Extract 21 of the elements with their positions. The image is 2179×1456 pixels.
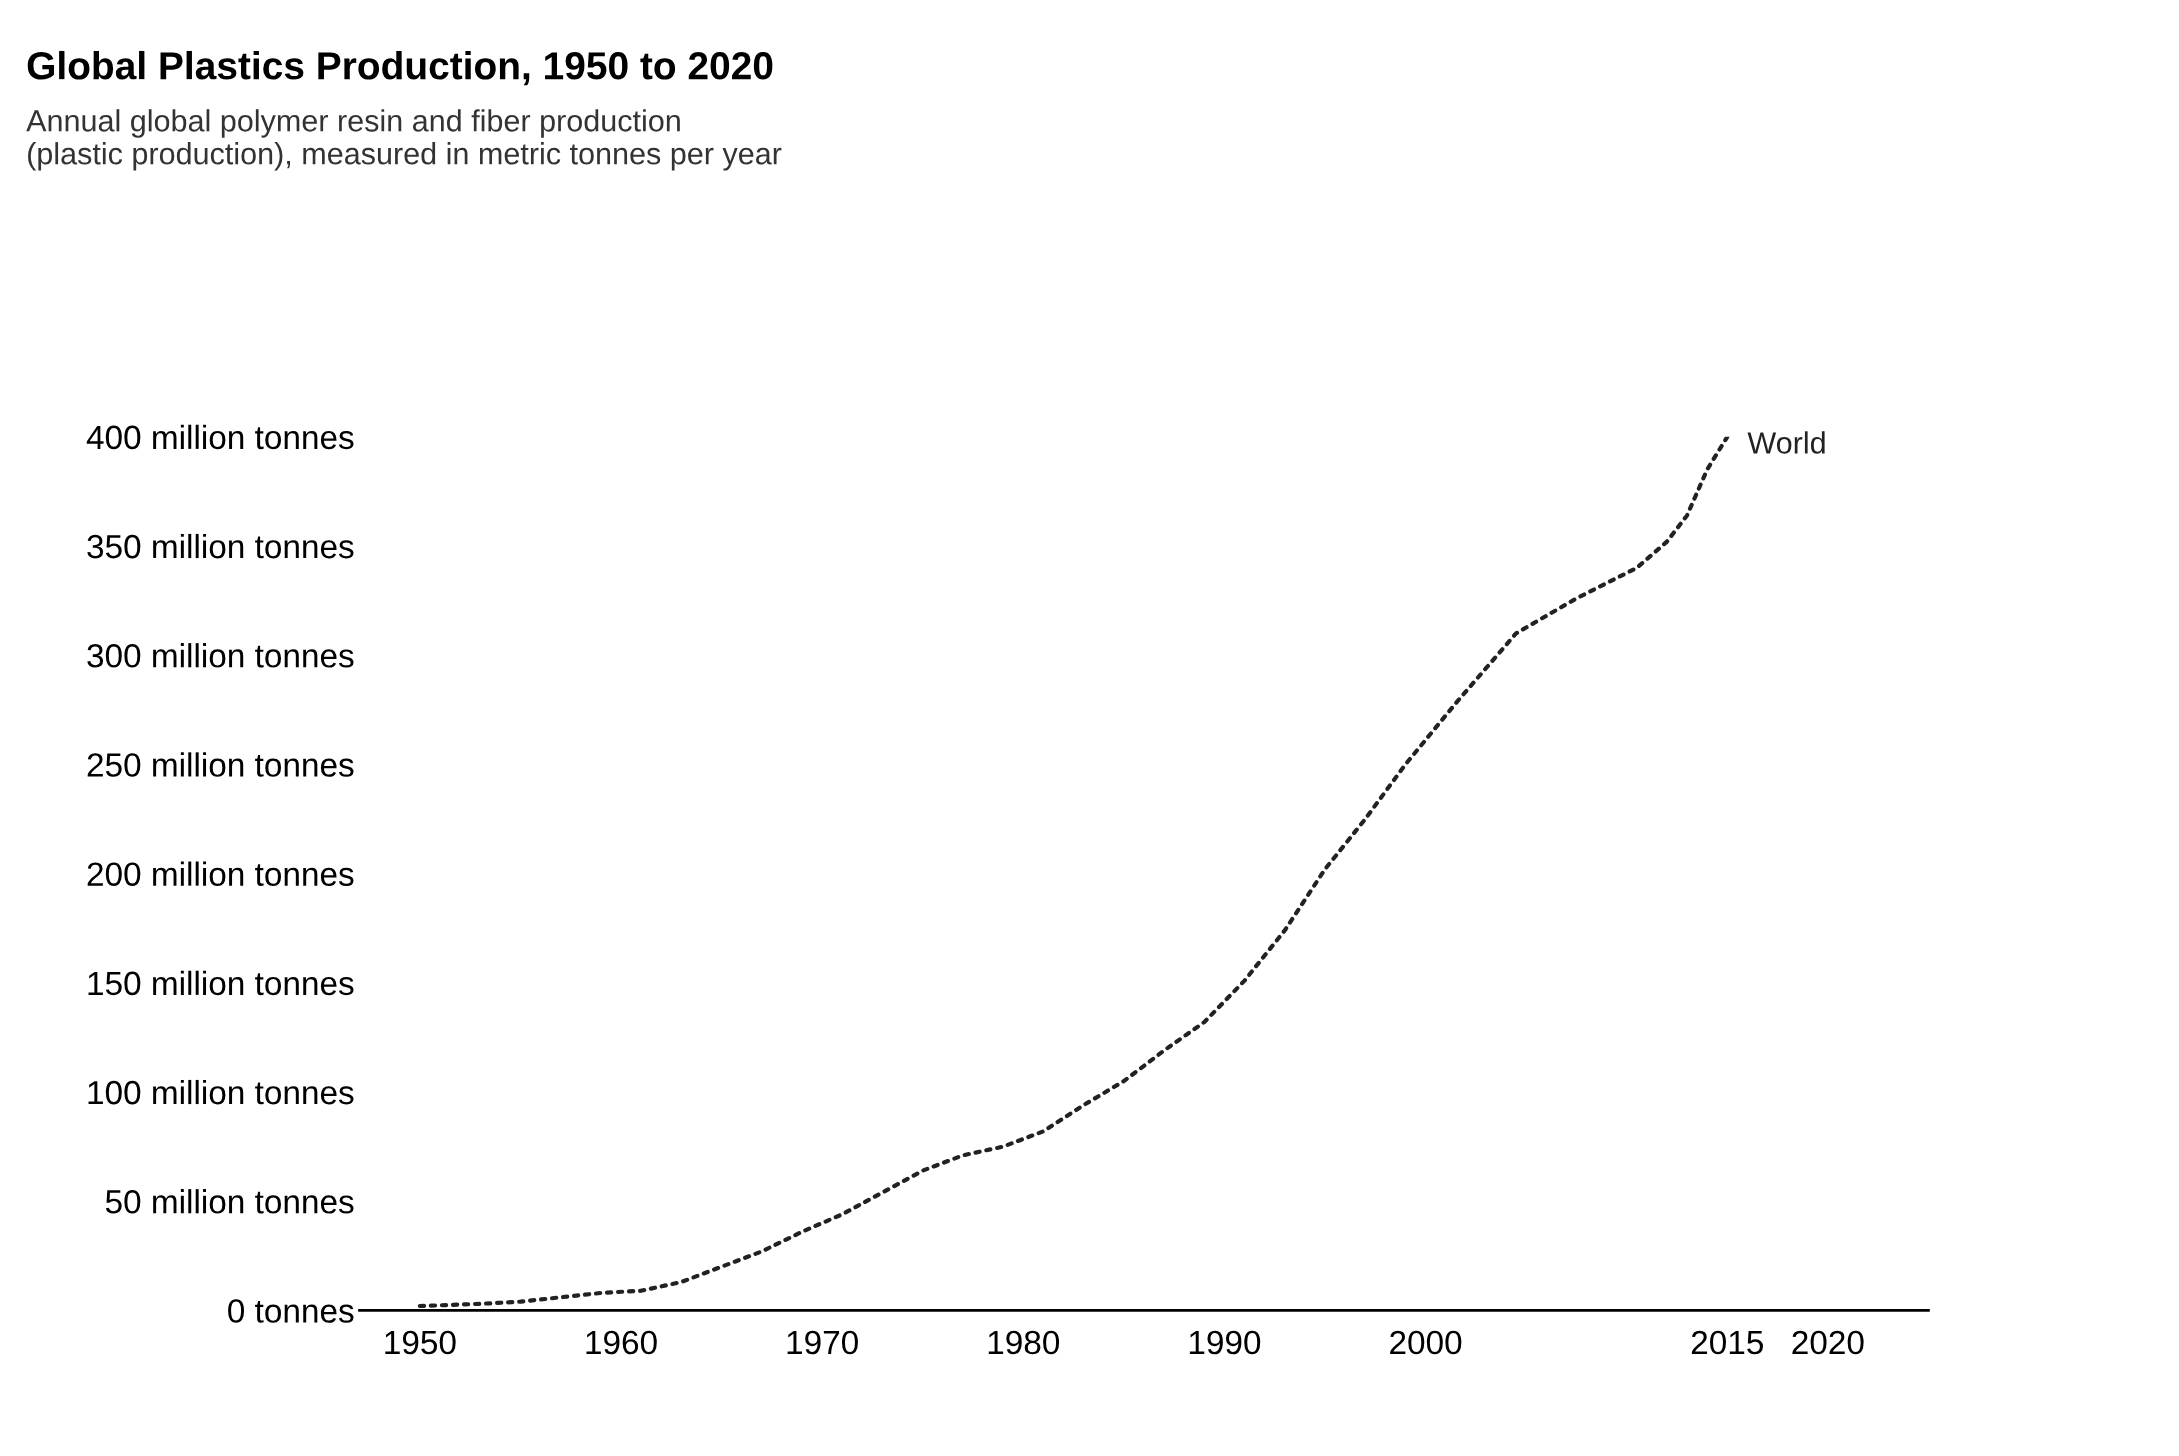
x-tick-label: 1950	[385, 1330, 456, 1355]
x-tick-label: 2000	[1390, 1330, 1462, 1355]
y-tick-label: 400 million tonnes	[86, 424, 354, 450]
x-tick-label: 1970	[787, 1330, 858, 1355]
x-tick-label: 1960	[586, 1330, 657, 1355]
x-tick-label: 1990	[1189, 1330, 1261, 1355]
chart-subtitle: Annual global polymer resin and fiber production (plastic production), measured in metric tonnes per year	[26, 109, 782, 171]
line-series	[417, 436, 1730, 1309]
y-tick-label: 300 million tonnes	[87, 643, 354, 668]
x-tick-label: 2020	[1792, 1330, 1864, 1355]
y-tick-label: 150 million tonnes	[88, 970, 354, 996]
x-tick-label: 1980	[988, 1330, 1060, 1355]
y-tick-label: 50 million tonnes	[105, 1189, 354, 1214]
y-tick-label: 100 million tonnes	[88, 1079, 354, 1105]
series-label: World	[1747, 431, 1825, 454]
y-tick-label: 250 million tonnes	[87, 752, 354, 777]
x-tick-label: 2015	[1691, 1330, 1763, 1355]
y-tick-label: 0 tonnes	[228, 1299, 354, 1323]
y-tick-label: 350 million tonnes	[87, 533, 354, 559]
y-tick-label: 200 million tonnes	[87, 861, 354, 887]
chart-title: Global Plastics Production, 1950 to 2020	[27, 50, 773, 86]
